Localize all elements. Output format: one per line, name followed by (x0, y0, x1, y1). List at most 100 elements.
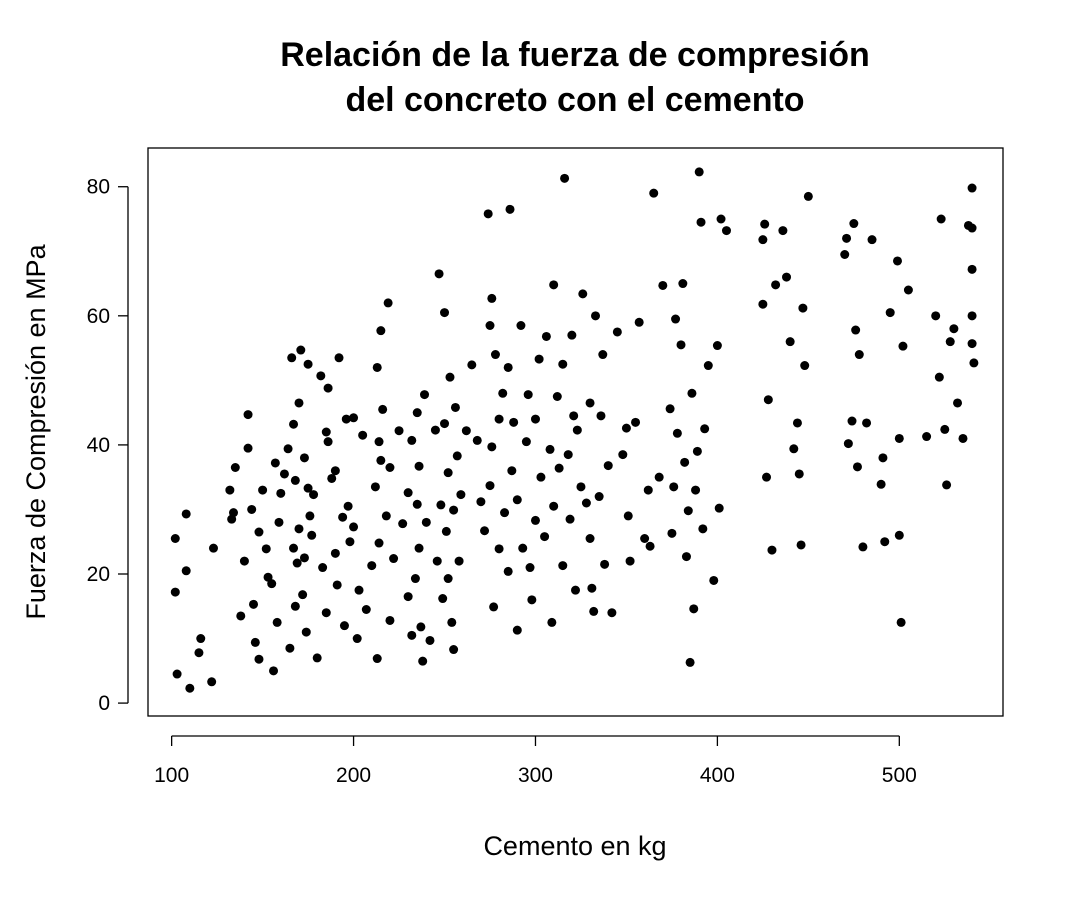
data-point (434, 269, 444, 279)
data-point (572, 425, 582, 435)
data-point (931, 311, 941, 321)
data-point (436, 500, 446, 510)
data-point (645, 541, 655, 551)
data-point (258, 485, 268, 495)
data-point (758, 235, 768, 245)
data-point (509, 417, 519, 427)
data-point (321, 427, 331, 437)
data-point (640, 534, 650, 543)
y-axis-label: Fuerza de Compresión en MPa (21, 243, 51, 619)
data-point (534, 354, 544, 364)
chart-title-line-2: del concreto con el cemento (345, 81, 804, 119)
data-point (671, 314, 681, 324)
y-tick-label: 20 (87, 563, 110, 586)
data-point (687, 388, 697, 398)
data-point (903, 285, 913, 295)
data-point (778, 226, 788, 236)
data-point (712, 341, 722, 351)
data-point (407, 435, 417, 445)
data-point (327, 473, 337, 483)
data-point (654, 472, 664, 482)
data-point (876, 479, 886, 489)
data-point (716, 214, 726, 224)
data-point (794, 469, 804, 479)
data-point (518, 543, 528, 553)
chart-title-line-1: Relación de la fuerza de compresión (280, 36, 870, 74)
data-point (503, 362, 513, 372)
data-point (967, 183, 977, 193)
x-tick-label: 300 (518, 764, 553, 787)
data-point (372, 654, 382, 664)
data-point (243, 443, 253, 453)
data-point (940, 424, 950, 434)
data-point (843, 439, 853, 449)
data-point (370, 482, 380, 492)
data-point (967, 339, 977, 349)
data-point (185, 683, 195, 693)
data-point (440, 308, 450, 318)
data-point (596, 411, 606, 421)
data-point (634, 317, 644, 327)
data-point (894, 433, 904, 443)
data-point (598, 350, 608, 360)
data-point (858, 542, 868, 552)
data-point (447, 617, 457, 627)
data-point (296, 345, 306, 355)
data-point (603, 461, 613, 471)
data-point (485, 321, 495, 330)
data-point (631, 417, 641, 427)
x-axis-label: Cemento en kg (483, 831, 666, 861)
data-point (665, 404, 675, 414)
data-point (381, 511, 391, 521)
data-point (852, 462, 862, 472)
data-point (494, 544, 504, 554)
data-point (420, 390, 430, 400)
data-point (269, 666, 279, 676)
data-point (398, 519, 408, 529)
data-point (330, 466, 340, 476)
data-point (800, 361, 810, 371)
data-point (349, 522, 359, 532)
x-axis: 100 200 300 400 500 (154, 735, 917, 787)
data-point (758, 299, 768, 309)
data-point (374, 538, 384, 548)
data-point (338, 512, 348, 522)
data-point (294, 398, 304, 408)
data-point (383, 298, 393, 308)
data-point (969, 358, 979, 368)
data-point (292, 558, 302, 568)
data-point (760, 219, 770, 229)
data-point (536, 472, 546, 482)
data-point (658, 280, 668, 290)
data-point (667, 528, 677, 538)
data-point (885, 308, 895, 318)
data-point (789, 444, 799, 454)
data-point (967, 264, 977, 274)
data-point (309, 490, 319, 500)
data-point (332, 580, 342, 590)
data-point (500, 508, 510, 518)
data-point (354, 585, 364, 595)
data-point (696, 217, 706, 227)
data-point (274, 517, 284, 527)
data-point (349, 413, 359, 423)
data-point (312, 653, 322, 663)
data-point (283, 444, 293, 454)
data-point (467, 360, 477, 370)
data-point (587, 583, 597, 593)
data-point (321, 608, 331, 618)
data-point (440, 419, 450, 429)
data-point (450, 402, 460, 412)
data-point (689, 604, 699, 614)
data-point (412, 499, 422, 509)
data-point (796, 540, 806, 550)
data-point (569, 411, 579, 421)
data-point (607, 608, 617, 618)
data-point (421, 517, 431, 527)
data-point (352, 634, 362, 644)
data-point (547, 617, 557, 627)
data-point (892, 256, 902, 266)
data-point (270, 458, 280, 468)
data-point (763, 395, 773, 405)
